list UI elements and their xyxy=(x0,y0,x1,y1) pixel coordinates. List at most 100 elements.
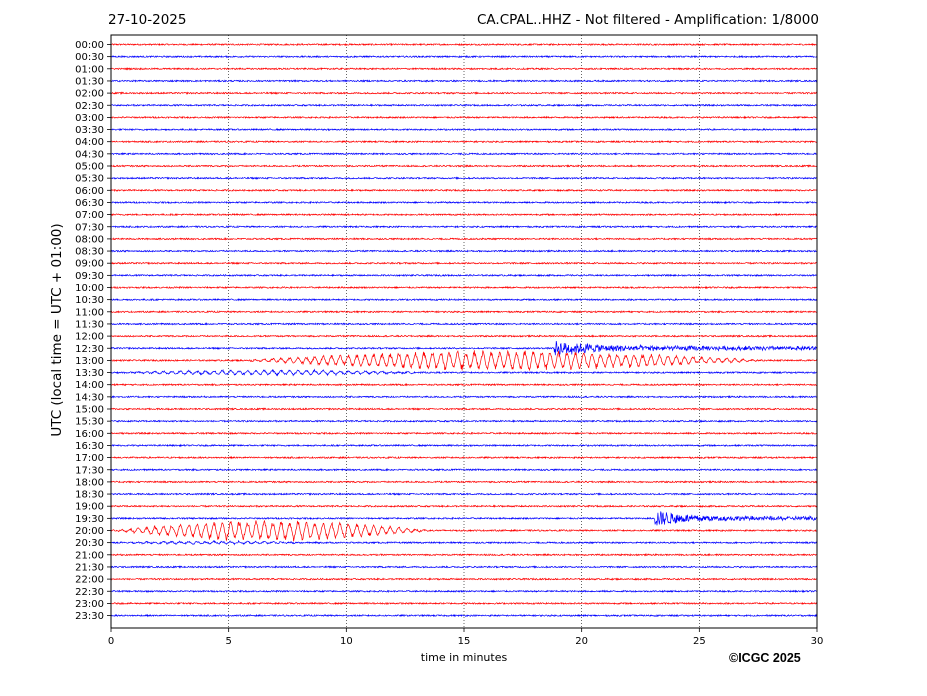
y-tick-label: 13:00 xyxy=(75,356,104,367)
trace-1630 xyxy=(110,443,818,448)
y-tick-label: 06:00 xyxy=(75,186,104,197)
trace-0130 xyxy=(110,79,818,83)
trace-1300 xyxy=(110,349,818,372)
y-tick-label: 04:00 xyxy=(75,137,104,148)
y-tick-label: 08:30 xyxy=(75,247,104,258)
trace-0730 xyxy=(110,224,818,229)
copyright-label: ©ICGC 2025 xyxy=(729,651,801,665)
x-tick-label: 5 xyxy=(225,636,231,647)
y-tick-label: 15:00 xyxy=(75,405,104,416)
trace-1500 xyxy=(110,407,818,411)
trace-1830 xyxy=(110,492,818,496)
trace-0030 xyxy=(110,54,818,59)
trace-1030 xyxy=(110,297,818,302)
trace-0930 xyxy=(110,273,818,278)
y-tick-label: 23:30 xyxy=(75,611,104,622)
y-tick-label: 21:30 xyxy=(75,562,104,573)
trace-1400 xyxy=(110,382,818,387)
trace-0700 xyxy=(110,212,818,217)
plot-frame xyxy=(110,34,818,629)
trace-1930 xyxy=(110,511,818,526)
trace-0430 xyxy=(110,152,818,156)
trace-2130 xyxy=(110,565,818,569)
trace-0630 xyxy=(110,200,818,205)
trace-0900 xyxy=(110,261,818,265)
trace-0500 xyxy=(110,164,818,168)
trace-0800 xyxy=(110,237,818,241)
y-tick-label: 08:00 xyxy=(75,234,104,245)
trace-0600 xyxy=(110,188,818,193)
y-tick-label: 02:30 xyxy=(75,101,104,112)
trace-1730 xyxy=(110,467,818,472)
trace-2200 xyxy=(110,577,818,581)
trace-0400 xyxy=(110,139,818,144)
y-tick-label: 16:30 xyxy=(75,441,104,452)
y-tick-label: 07:30 xyxy=(75,222,104,233)
trace-0100 xyxy=(110,67,818,71)
y-tick-label: 18:00 xyxy=(75,477,104,488)
x-tick-label: 10 xyxy=(340,636,353,647)
trace-0200 xyxy=(110,91,818,95)
trace-0300 xyxy=(110,115,818,120)
trace-2030 xyxy=(110,539,818,546)
trace-0830 xyxy=(110,249,818,253)
y-tick-label: 09:00 xyxy=(75,259,104,270)
y-tick-label: 21:00 xyxy=(75,550,104,561)
y-tick-label: 15:30 xyxy=(75,417,104,428)
y-tick-label: 03:30 xyxy=(75,125,104,136)
y-tick-label: 18:30 xyxy=(75,490,104,501)
y-tick-label: 11:30 xyxy=(75,319,104,330)
y-tick-label: 19:30 xyxy=(75,514,104,525)
trace-1800 xyxy=(110,480,818,484)
y-tick-label: 10:00 xyxy=(75,283,104,294)
y-tick-label: 03:00 xyxy=(75,113,104,124)
trace-1000 xyxy=(110,285,818,290)
y-tick-label: 14:30 xyxy=(75,392,104,403)
trace-2330 xyxy=(110,613,818,618)
y-tick-label: 07:00 xyxy=(75,210,104,221)
trace-1230 xyxy=(110,341,818,356)
y-tick-label: 20:00 xyxy=(75,526,104,537)
y-tick-label: 13:30 xyxy=(75,368,104,379)
y-tick-label: 04:30 xyxy=(75,149,104,160)
x-tick-label: 30 xyxy=(811,636,824,647)
y-tick-label: 05:00 xyxy=(75,162,104,173)
y-tick-label: 22:30 xyxy=(75,587,104,598)
y-tick-label: 10:30 xyxy=(75,295,104,306)
x-tick-label: 25 xyxy=(693,636,706,647)
trace-2000 xyxy=(110,519,818,542)
y-tick-label: 00:30 xyxy=(75,52,104,63)
y-tick-label: 09:30 xyxy=(75,271,104,282)
y-tick-label: 19:00 xyxy=(75,502,104,513)
x-tick-label: 15 xyxy=(458,636,471,647)
y-tick-label: 01:00 xyxy=(75,64,104,75)
chart-title: CA.CPAL..HHZ - Not filtered - Amplificat… xyxy=(477,12,819,28)
trace-0230 xyxy=(110,103,818,108)
trace-1430 xyxy=(110,395,818,399)
x-tick-label: 20 xyxy=(575,636,588,647)
y-tick-label: 11:00 xyxy=(75,307,104,318)
trace-1100 xyxy=(110,309,818,314)
y-tick-label: 20:30 xyxy=(75,538,104,549)
y-tick-label: 02:00 xyxy=(75,89,104,100)
trace-2300 xyxy=(110,601,818,606)
y-tick-label: 17:30 xyxy=(75,465,104,476)
trace-2100 xyxy=(110,553,818,557)
y-tick-label: 06:30 xyxy=(75,198,104,209)
y-tick-label: 12:30 xyxy=(75,344,104,355)
chart-date: 27-10-2025 xyxy=(108,12,187,28)
x-tick-label: 0 xyxy=(108,636,114,647)
y-tick-label: 12:00 xyxy=(75,332,104,343)
y-tick-label: 00:00 xyxy=(75,40,104,51)
y-tick-label: 23:00 xyxy=(75,599,104,610)
y-tick-label: 22:00 xyxy=(75,575,104,586)
y-tick-label: 01:30 xyxy=(75,76,104,87)
trace-1600 xyxy=(110,431,818,436)
trace-1130 xyxy=(110,322,818,326)
y-tick-label: 16:00 xyxy=(75,429,104,440)
trace-1900 xyxy=(110,504,818,509)
trace-1530 xyxy=(110,419,818,423)
x-axis-label: time in minutes xyxy=(420,651,508,664)
trace-2230 xyxy=(110,589,818,594)
